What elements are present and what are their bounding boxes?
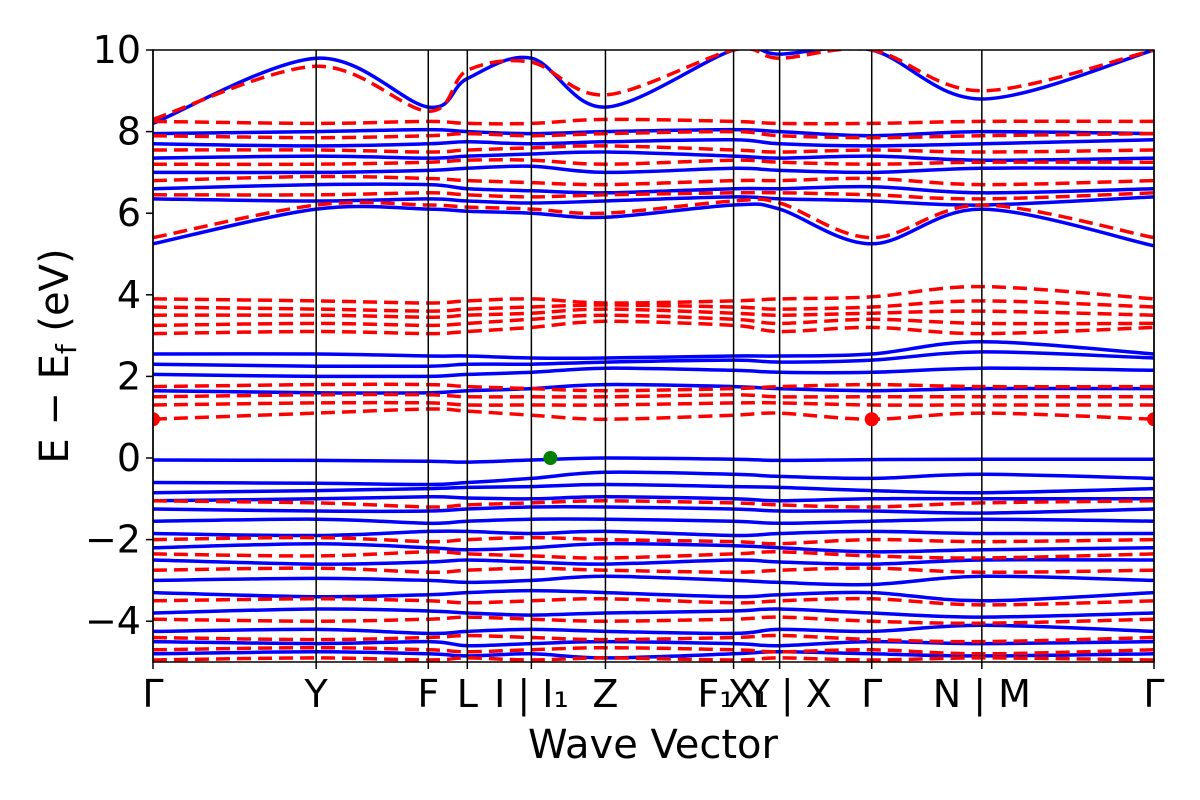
solid-band-line: [153, 456, 1154, 464]
markers-layer: [153, 412, 1154, 465]
dashed-band-line: [153, 596, 1154, 607]
y-tick-label: 4: [117, 273, 141, 317]
y-tick-label: 6: [117, 191, 141, 235]
band-edge-marker: [1147, 412, 1154, 427]
solid-band-line: [153, 150, 1154, 162]
solid-band-line: [153, 350, 1154, 369]
x-tick-label: Z: [592, 672, 618, 716]
dashed-band-line: [153, 550, 1154, 560]
y-tick-label: −2: [85, 518, 141, 562]
y-axis-title-unit: (eV): [32, 248, 78, 344]
dashed-band-line: [153, 144, 1154, 154]
x-tick-label: Γ: [1143, 672, 1164, 716]
dashed-band-line: [153, 499, 1154, 509]
x-tick-label: Γ: [142, 672, 163, 716]
y-axis-title-sub: f: [50, 343, 83, 354]
y-axis-ticks: −4 −2 0 2 4 6 8 10: [85, 28, 153, 643]
bands-layer: [153, 50, 1154, 662]
solid-band-line: [153, 50, 1154, 126]
solid-band-line: [153, 607, 1154, 619]
x-axis-title: Wave Vector: [528, 722, 779, 768]
dashed-band-line: [153, 319, 1154, 336]
solid-band-line: [153, 470, 1154, 487]
solid-band-line: [153, 623, 1154, 636]
solid-band-line: [153, 137, 1154, 148]
dashed-band-line: [153, 158, 1154, 167]
y-tick-label: 0: [117, 436, 141, 480]
y-axis-title: E − Ef (eV): [32, 248, 83, 463]
x-tick-label: L: [457, 672, 478, 716]
dashed-band-line: [153, 566, 1154, 575]
solid-band-line: [153, 482, 1154, 495]
solid-band-line: [153, 164, 1154, 175]
x-tick-label: F₁ Y: [697, 672, 770, 716]
band-edge-marker: [864, 412, 879, 427]
dashed-band-line: [153, 117, 1154, 126]
dashed-band-line: [153, 615, 1154, 626]
dashed-band-line: [153, 313, 1154, 328]
x-tick-label: N | M: [933, 672, 1031, 717]
dashed-band-line: [153, 307, 1154, 319]
solid-band-line: [153, 127, 1154, 138]
dashed-band-line: [153, 174, 1154, 187]
solid-band-line: [153, 195, 1154, 207]
dashed-band-line: [153, 535, 1154, 546]
dashed-band-line: [153, 400, 1154, 407]
solid-band-line: [153, 588, 1154, 603]
x-tick-label: X₁ | X: [727, 672, 831, 717]
band-edge-marker: [153, 412, 160, 427]
solid-band-line: [153, 541, 1154, 554]
solid-band-line: [153, 529, 1154, 538]
y-tick-label: 10: [93, 28, 141, 72]
x-tick-label: Γ: [861, 672, 882, 716]
solid-band-line: [153, 202, 1154, 248]
dashed-band-line: [153, 392, 1154, 399]
band-edge-marker: [543, 451, 558, 465]
solid-band-line: [153, 557, 1154, 566]
dashed-band-line: [153, 197, 1154, 240]
solid-band-line: [153, 517, 1154, 526]
solid-band-line: [153, 504, 1154, 515]
solid-band-line: [153, 339, 1154, 361]
y-tick-label: 8: [117, 110, 141, 154]
high-symmetry-lines: [152, 50, 1155, 662]
solid-band-line: [153, 574, 1154, 587]
dashed-band-line: [153, 407, 1154, 421]
dashed-band-line: [153, 299, 1154, 313]
y-axis-title-main: E − E: [32, 354, 78, 464]
dashed-band-line: [153, 645, 1154, 656]
solid-band-line: [153, 366, 1154, 379]
y-tick-label: 2: [117, 354, 141, 398]
dashed-band-line: [153, 656, 1154, 662]
dashed-band-line: [153, 284, 1154, 305]
solid-band-line: [153, 495, 1154, 503]
x-tick-label: I | I₁: [494, 672, 569, 717]
y-tick-label: −4: [85, 599, 141, 643]
dashed-band-line: [153, 50, 1154, 122]
x-tick-label: Y: [304, 672, 329, 716]
plot-frame: [152, 49, 1155, 663]
solid-band-line: [153, 182, 1154, 195]
dashed-band-line: [153, 190, 1154, 201]
dashed-band-line: [153, 129, 1154, 140]
dashed-band-line: [153, 382, 1154, 393]
x-tick-label: F: [417, 672, 439, 716]
dashed-band-line: [153, 633, 1154, 644]
